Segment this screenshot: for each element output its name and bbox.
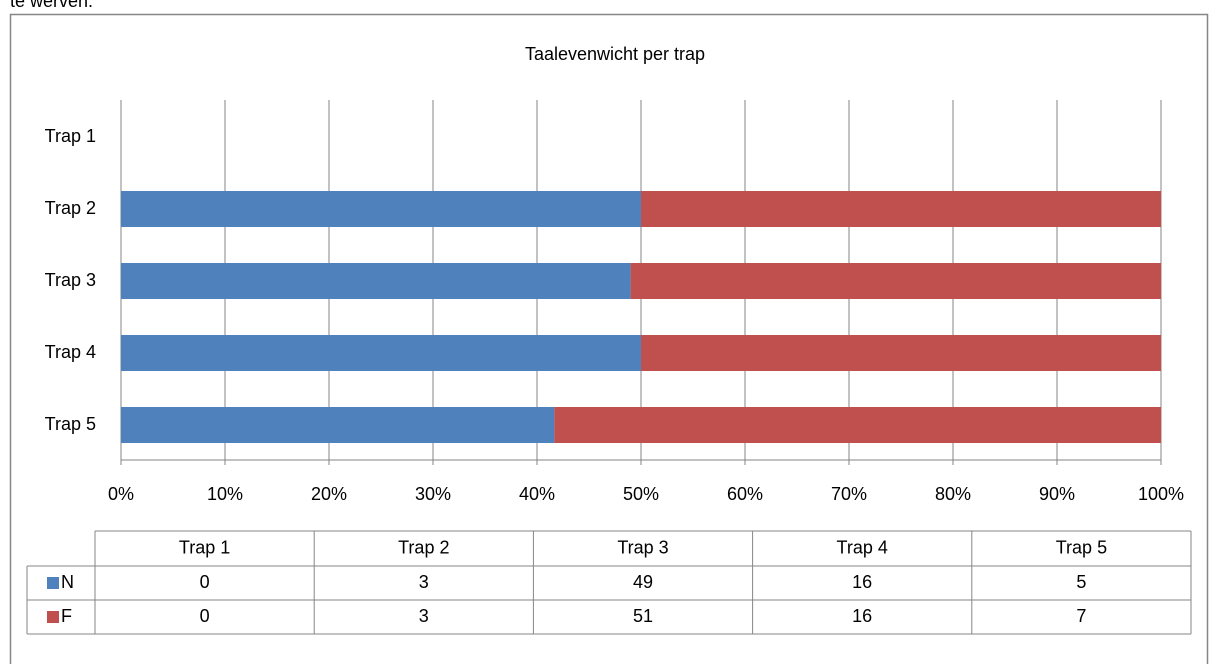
x-tick-label: 60% [727, 484, 763, 504]
x-tick-label: 30% [415, 484, 451, 504]
legend-swatch [47, 577, 59, 589]
x-tick-label: 70% [831, 484, 867, 504]
bar-segment [121, 335, 641, 371]
table-cell: 3 [419, 606, 429, 626]
x-tick-label: 20% [311, 484, 347, 504]
header-text: te werven. [10, 0, 93, 11]
chart-title: Taalevenwicht per trap [525, 44, 705, 64]
legend-label: F [61, 606, 72, 626]
bar-segment [554, 407, 1161, 443]
bar-segment [641, 191, 1161, 227]
y-tick-label: Trap 4 [45, 342, 96, 362]
y-tick-label: Trap 2 [45, 198, 96, 218]
table-cell: 3 [419, 572, 429, 592]
table-cell: 0 [200, 606, 210, 626]
y-tick-label: Trap 1 [45, 126, 96, 146]
x-tick-label: 80% [935, 484, 971, 504]
legend-swatch [47, 611, 59, 623]
legend-label: N [61, 572, 74, 592]
table-cell: 49 [633, 572, 653, 592]
bar-segment [121, 191, 641, 227]
x-tick-label: 10% [207, 484, 243, 504]
x-tick-label: 50% [623, 484, 659, 504]
table-cell: 5 [1076, 572, 1086, 592]
table-header: Trap 3 [617, 537, 668, 557]
y-tick-label: Trap 3 [45, 270, 96, 290]
table-cell: 7 [1076, 606, 1086, 626]
table-header: Trap 2 [398, 537, 449, 557]
bar-segment [121, 263, 631, 299]
x-tick-label: 90% [1039, 484, 1075, 504]
table-cell: 0 [200, 572, 210, 592]
table-cell: 51 [633, 606, 653, 626]
y-tick-label: Trap 5 [45, 414, 96, 434]
table-header: Trap 1 [179, 537, 230, 557]
x-tick-label: 40% [519, 484, 555, 504]
bar-segment [641, 335, 1161, 371]
table-header: Trap 4 [837, 537, 888, 557]
x-tick-label: 100% [1138, 484, 1184, 504]
x-tick-label: 0% [108, 484, 134, 504]
table-cell: 16 [852, 606, 872, 626]
table-cell: 16 [852, 572, 872, 592]
bar-segment [121, 407, 555, 443]
bar-segment [630, 263, 1161, 299]
table-header: Trap 5 [1056, 537, 1107, 557]
